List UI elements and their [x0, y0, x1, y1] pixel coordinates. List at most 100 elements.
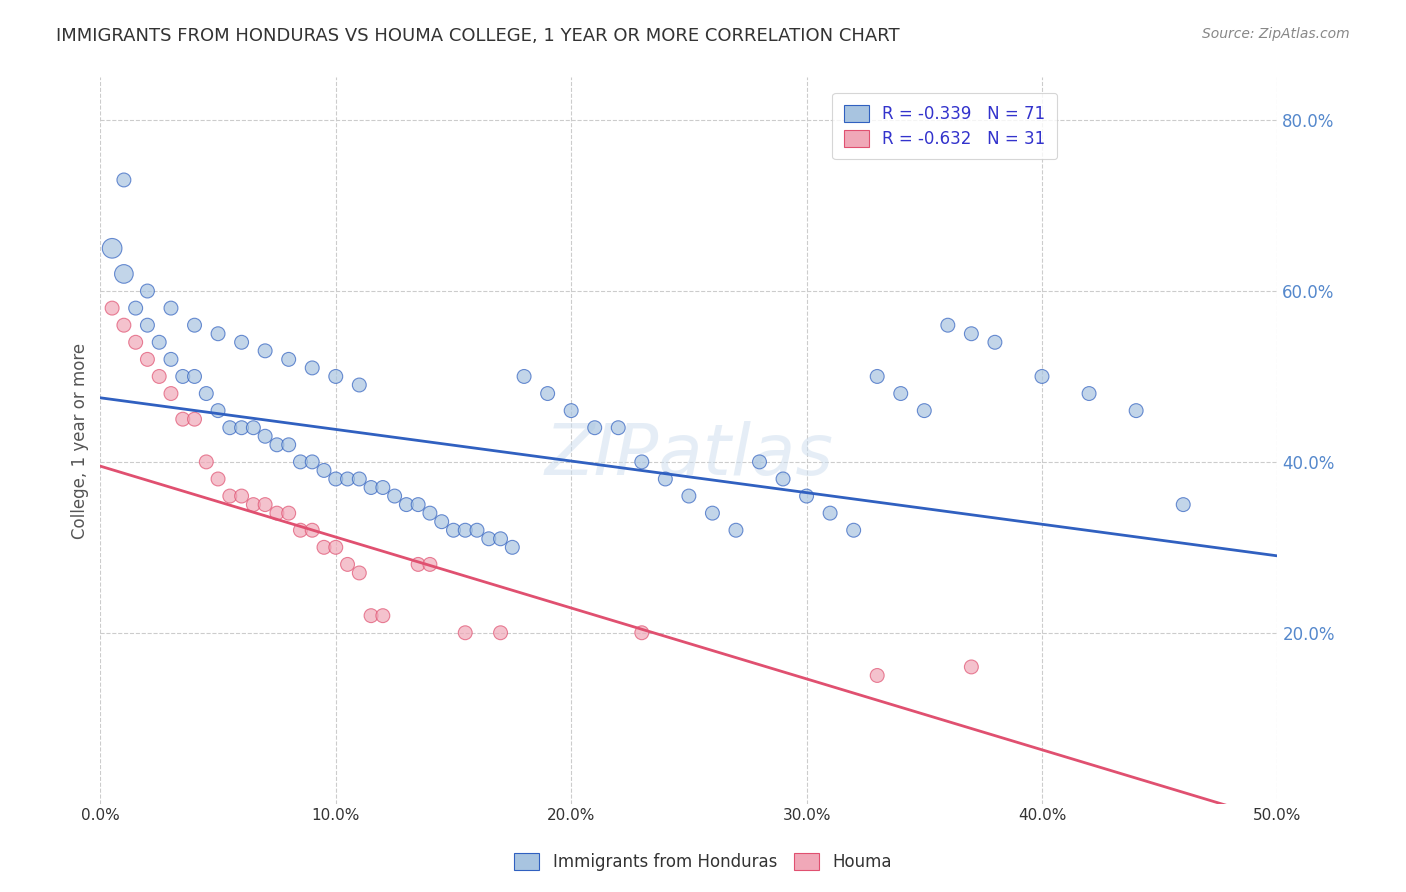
- Point: [607, 421, 630, 435]
- Point: [277, 352, 299, 367]
- Point: [242, 498, 264, 512]
- Point: [160, 386, 183, 401]
- Point: [101, 241, 124, 255]
- Point: [489, 532, 512, 546]
- Point: [277, 438, 299, 452]
- Point: [207, 403, 229, 417]
- Point: [195, 386, 218, 401]
- Point: [630, 625, 652, 640]
- Point: [430, 515, 453, 529]
- Point: [583, 421, 606, 435]
- Point: [207, 326, 229, 341]
- Point: [371, 608, 394, 623]
- Point: [301, 360, 323, 375]
- Point: [349, 566, 371, 580]
- Point: [254, 429, 277, 443]
- Text: Source: ZipAtlas.com: Source: ZipAtlas.com: [1202, 27, 1350, 41]
- Point: [384, 489, 406, 503]
- Point: [960, 326, 983, 341]
- Point: [936, 318, 959, 333]
- Point: [478, 532, 501, 546]
- Point: [1173, 498, 1195, 512]
- Point: [160, 301, 183, 315]
- Point: [772, 472, 794, 486]
- Point: [419, 558, 441, 572]
- Point: [290, 523, 312, 537]
- Point: [349, 472, 371, 486]
- Point: [1031, 369, 1053, 384]
- Point: [371, 481, 394, 495]
- Point: [290, 455, 312, 469]
- Point: [443, 523, 465, 537]
- Point: [254, 343, 277, 358]
- Point: [218, 421, 240, 435]
- Point: [254, 498, 277, 512]
- Point: [312, 541, 335, 555]
- Point: [349, 378, 371, 392]
- Point: [724, 523, 747, 537]
- Point: [748, 455, 770, 469]
- Point: [1125, 403, 1147, 417]
- Point: [984, 335, 1007, 350]
- Point: [489, 625, 512, 640]
- Point: [183, 369, 205, 384]
- Point: [136, 318, 159, 333]
- Point: [325, 541, 347, 555]
- Point: [395, 498, 418, 512]
- Point: [183, 412, 205, 426]
- Point: [231, 421, 253, 435]
- Point: [277, 506, 299, 520]
- Point: [419, 506, 441, 520]
- Point: [112, 267, 135, 281]
- Point: [124, 301, 146, 315]
- Point: [112, 318, 135, 333]
- Point: [560, 403, 582, 417]
- Point: [148, 335, 170, 350]
- Legend: R = -0.339   N = 71, R = -0.632   N = 31: R = -0.339 N = 71, R = -0.632 N = 31: [832, 93, 1057, 160]
- Point: [960, 660, 983, 674]
- Legend: Immigrants from Honduras, Houma: Immigrants from Honduras, Houma: [506, 845, 900, 880]
- Point: [536, 386, 558, 401]
- Point: [360, 608, 382, 623]
- Point: [336, 558, 359, 572]
- Text: IMMIGRANTS FROM HONDURAS VS HOUMA COLLEGE, 1 YEAR OR MORE CORRELATION CHART: IMMIGRANTS FROM HONDURAS VS HOUMA COLLEG…: [56, 27, 900, 45]
- Point: [231, 335, 253, 350]
- Point: [501, 541, 523, 555]
- Point: [312, 463, 335, 477]
- Point: [336, 472, 359, 486]
- Point: [207, 472, 229, 486]
- Point: [231, 489, 253, 503]
- Point: [454, 523, 477, 537]
- Point: [630, 455, 652, 469]
- Point: [301, 455, 323, 469]
- Point: [183, 318, 205, 333]
- Point: [360, 481, 382, 495]
- Point: [301, 523, 323, 537]
- Point: [101, 301, 124, 315]
- Point: [172, 412, 194, 426]
- Text: ZIPatlas: ZIPatlas: [544, 420, 834, 490]
- Point: [513, 369, 536, 384]
- Point: [702, 506, 724, 520]
- Point: [172, 369, 194, 384]
- Point: [136, 284, 159, 298]
- Point: [866, 668, 889, 682]
- Point: [195, 455, 218, 469]
- Point: [406, 498, 429, 512]
- Point: [818, 506, 841, 520]
- Point: [266, 506, 288, 520]
- Point: [454, 625, 477, 640]
- Y-axis label: College, 1 year or more: College, 1 year or more: [72, 343, 89, 539]
- Point: [124, 335, 146, 350]
- Point: [242, 421, 264, 435]
- Point: [112, 173, 135, 187]
- Point: [136, 352, 159, 367]
- Point: [678, 489, 700, 503]
- Point: [160, 352, 183, 367]
- Point: [866, 369, 889, 384]
- Point: [842, 523, 865, 537]
- Point: [1078, 386, 1101, 401]
- Point: [266, 438, 288, 452]
- Point: [654, 472, 676, 486]
- Point: [148, 369, 170, 384]
